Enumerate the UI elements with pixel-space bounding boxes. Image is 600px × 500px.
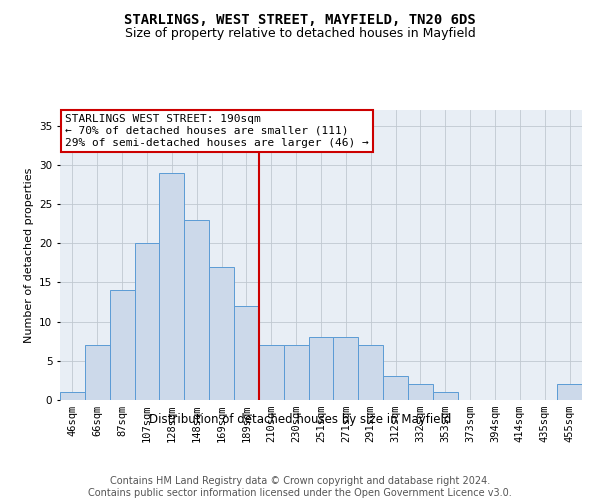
Bar xyxy=(134,243,160,400)
Bar xyxy=(433,392,458,400)
Bar xyxy=(383,376,408,400)
Bar xyxy=(334,338,358,400)
Bar xyxy=(160,172,184,400)
Bar xyxy=(209,267,234,400)
Bar xyxy=(557,384,582,400)
Text: Size of property relative to detached houses in Mayfield: Size of property relative to detached ho… xyxy=(125,28,475,40)
Text: Distribution of detached houses by size in Mayfield: Distribution of detached houses by size … xyxy=(149,412,451,426)
Bar xyxy=(259,345,284,400)
Y-axis label: Number of detached properties: Number of detached properties xyxy=(23,168,34,342)
Bar xyxy=(60,392,85,400)
Bar xyxy=(308,338,334,400)
Bar xyxy=(85,345,110,400)
Text: Contains HM Land Registry data © Crown copyright and database right 2024.
Contai: Contains HM Land Registry data © Crown c… xyxy=(88,476,512,498)
Bar xyxy=(358,345,383,400)
Bar xyxy=(110,290,134,400)
Bar xyxy=(234,306,259,400)
Text: STARLINGS, WEST STREET, MAYFIELD, TN20 6DS: STARLINGS, WEST STREET, MAYFIELD, TN20 6… xyxy=(124,12,476,26)
Bar xyxy=(184,220,209,400)
Text: STARLINGS WEST STREET: 190sqm
← 70% of detached houses are smaller (111)
29% of : STARLINGS WEST STREET: 190sqm ← 70% of d… xyxy=(65,114,369,148)
Bar xyxy=(408,384,433,400)
Bar xyxy=(284,345,308,400)
